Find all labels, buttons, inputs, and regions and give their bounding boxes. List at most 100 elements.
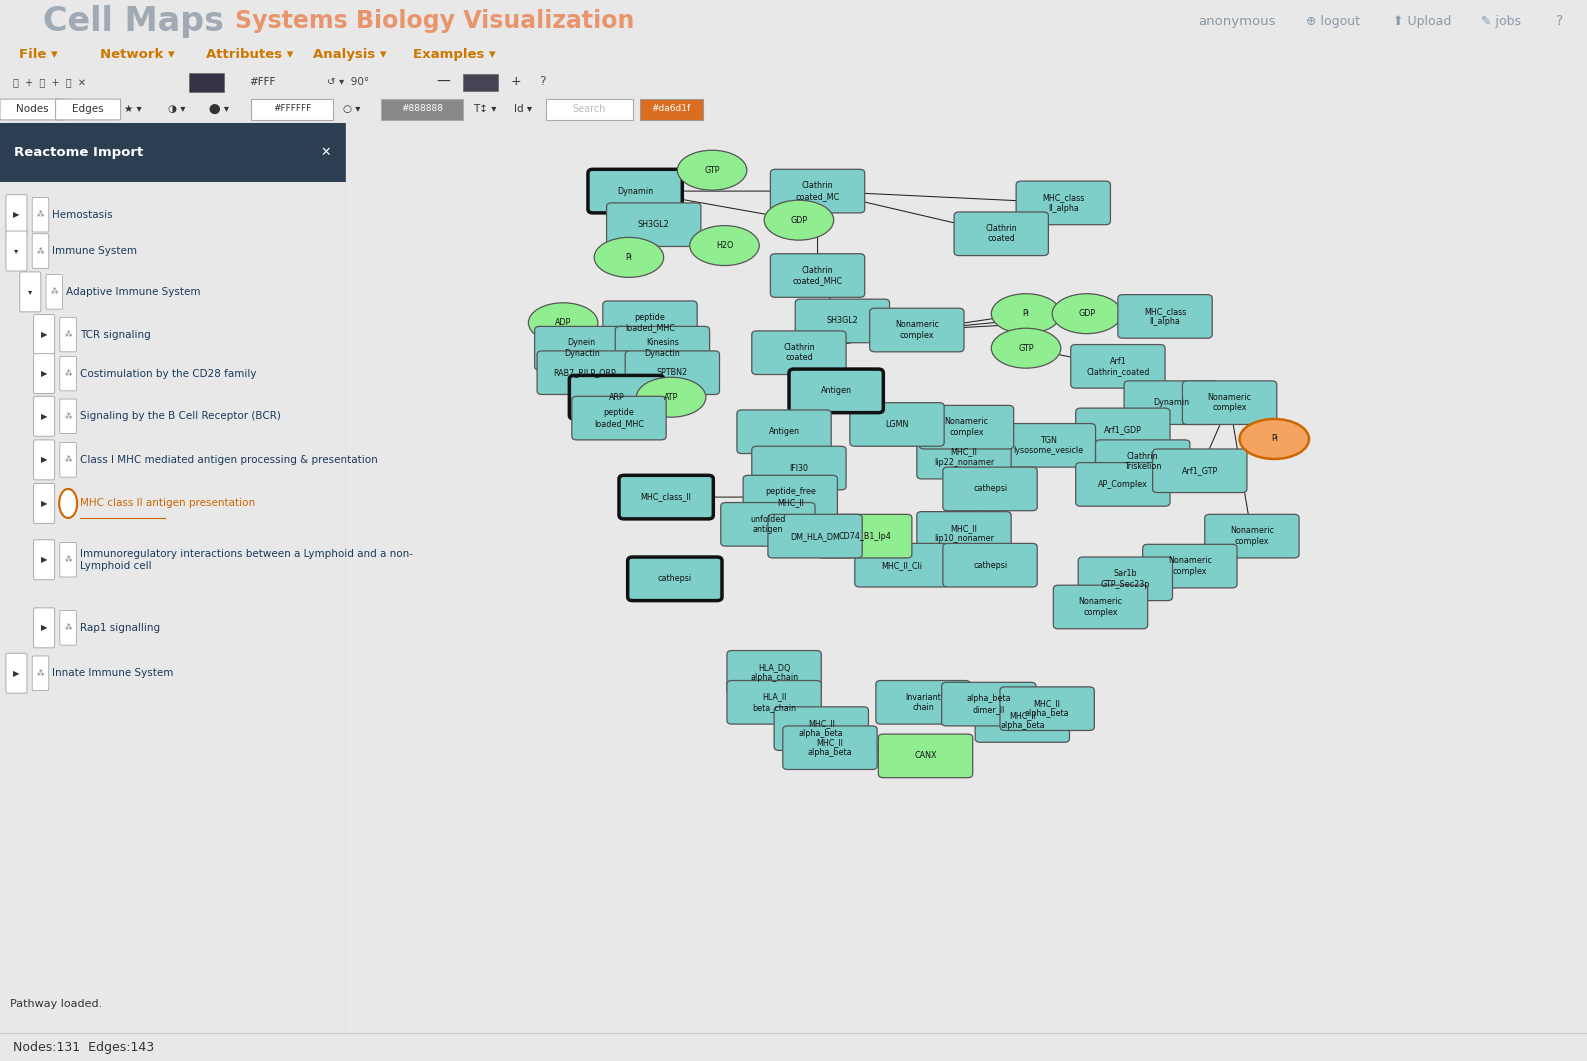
Text: Sar1b
GTP_Sec23p: Sar1b GTP_Sec23p	[1101, 569, 1151, 589]
Text: ADP: ADP	[555, 318, 571, 327]
FancyBboxPatch shape	[1124, 381, 1219, 424]
FancyBboxPatch shape	[720, 503, 816, 546]
Text: ▶: ▶	[13, 668, 19, 678]
FancyBboxPatch shape	[628, 557, 722, 601]
Text: GDP: GDP	[1078, 309, 1095, 318]
Text: Dynein
Dynactin: Dynein Dynactin	[563, 338, 600, 358]
Text: ▶: ▶	[41, 555, 48, 564]
Text: Systems Biology Visualization: Systems Biology Visualization	[235, 8, 635, 33]
Text: unfolded
antigen: unfolded antigen	[751, 515, 786, 534]
FancyBboxPatch shape	[1054, 586, 1147, 629]
Text: ⁂: ⁂	[65, 330, 71, 340]
FancyBboxPatch shape	[1117, 295, 1212, 338]
Text: Clathrin
Triskelion: Clathrin Triskelion	[1124, 452, 1162, 471]
Text: TGN
lysosome_vesicle: TGN lysosome_vesicle	[1014, 436, 1084, 455]
Text: Costimulation by the CD28 family: Costimulation by the CD28 family	[79, 368, 256, 379]
FancyBboxPatch shape	[587, 170, 682, 213]
Bar	[463, 74, 498, 90]
FancyBboxPatch shape	[33, 484, 54, 523]
Text: Arf1_GTP: Arf1_GTP	[1182, 466, 1217, 475]
Text: ⁂: ⁂	[51, 288, 59, 296]
Text: DM_HLA_DM: DM_HLA_DM	[790, 532, 840, 541]
Text: Pi: Pi	[1271, 435, 1278, 443]
Text: ▾: ▾	[14, 246, 19, 256]
Text: RAB7_RILP_ORP: RAB7_RILP_ORP	[552, 368, 616, 378]
FancyBboxPatch shape	[619, 475, 713, 519]
FancyBboxPatch shape	[782, 726, 878, 769]
Text: MHC_II
lip22_nonamer: MHC_II lip22_nonamer	[933, 448, 993, 467]
Text: Id ▾: Id ▾	[514, 104, 532, 114]
Text: ⁂: ⁂	[65, 624, 71, 632]
Text: peptide
loaded_MHC: peptide loaded_MHC	[594, 408, 644, 428]
Ellipse shape	[678, 151, 747, 190]
FancyBboxPatch shape	[1016, 181, 1111, 225]
FancyBboxPatch shape	[974, 699, 1070, 743]
FancyBboxPatch shape	[60, 399, 76, 434]
FancyBboxPatch shape	[60, 317, 76, 352]
FancyBboxPatch shape	[1071, 345, 1165, 388]
Text: MHC_II
alpha_beta: MHC_II alpha_beta	[808, 738, 852, 758]
Text: TCR signaling: TCR signaling	[79, 330, 151, 340]
Text: Arf1
Clathrin_coated: Arf1 Clathrin_coated	[1086, 356, 1149, 376]
Text: ✋  +  🖼  +  🔍  ✕: ✋ + 🖼 + 🔍 ✕	[13, 77, 86, 87]
FancyBboxPatch shape	[32, 656, 49, 691]
Text: Nonameric
complex: Nonameric complex	[1079, 597, 1122, 616]
Text: H2O: H2O	[716, 241, 733, 250]
FancyBboxPatch shape	[46, 275, 62, 309]
Ellipse shape	[992, 328, 1060, 368]
Text: Nodes: Nodes	[16, 104, 49, 114]
Text: Nonameric
complex: Nonameric complex	[944, 417, 989, 437]
Ellipse shape	[1052, 294, 1122, 333]
Text: anonymous: anonymous	[1198, 15, 1276, 28]
Text: ▶: ▶	[41, 455, 48, 465]
Text: ▶: ▶	[41, 624, 48, 632]
Text: Innate Immune System: Innate Immune System	[52, 668, 173, 678]
Text: Nonameric
complex: Nonameric complex	[1208, 393, 1252, 413]
FancyBboxPatch shape	[727, 680, 822, 724]
Text: Invariant
chain: Invariant chain	[905, 693, 941, 712]
Text: Signaling by the B Cell Receptor (BCR): Signaling by the B Cell Receptor (BCR)	[79, 412, 281, 421]
FancyBboxPatch shape	[849, 403, 944, 447]
FancyBboxPatch shape	[6, 654, 27, 693]
Text: Clathrin
coated: Clathrin coated	[986, 224, 1017, 243]
Text: ▶: ▶	[41, 369, 48, 378]
FancyBboxPatch shape	[917, 511, 1011, 555]
FancyBboxPatch shape	[33, 315, 54, 354]
FancyBboxPatch shape	[0, 99, 65, 120]
Text: ⁂: ⁂	[65, 555, 71, 564]
FancyBboxPatch shape	[33, 440, 54, 480]
FancyBboxPatch shape	[768, 515, 862, 558]
Text: Kinesins
Dynactin: Kinesins Dynactin	[644, 338, 681, 358]
FancyBboxPatch shape	[1182, 381, 1278, 424]
FancyBboxPatch shape	[752, 331, 846, 375]
FancyBboxPatch shape	[625, 351, 719, 395]
Text: ATP: ATP	[663, 393, 678, 402]
FancyBboxPatch shape	[535, 327, 628, 370]
Text: #da6d1f: #da6d1f	[652, 104, 690, 114]
Bar	[251, 100, 333, 120]
FancyBboxPatch shape	[33, 397, 54, 436]
Text: ▶: ▶	[13, 210, 19, 220]
Text: ✕: ✕	[321, 145, 330, 158]
FancyBboxPatch shape	[33, 353, 54, 394]
Text: Rap1 signalling: Rap1 signalling	[79, 623, 160, 632]
Text: ⁂: ⁂	[65, 412, 71, 421]
FancyBboxPatch shape	[876, 680, 970, 724]
Text: HLA_II
beta_chain: HLA_II beta_chain	[752, 693, 797, 712]
Bar	[0, 123, 346, 182]
Text: ▾: ▾	[29, 288, 32, 296]
Text: #FFFFFF: #FFFFFF	[273, 104, 311, 114]
FancyBboxPatch shape	[1001, 423, 1095, 467]
Text: Reactome Import: Reactome Import	[14, 145, 143, 158]
FancyBboxPatch shape	[736, 410, 832, 453]
FancyBboxPatch shape	[817, 515, 913, 558]
Bar	[546, 100, 633, 120]
FancyBboxPatch shape	[603, 301, 697, 345]
Text: ⬤ ▾: ⬤ ▾	[209, 104, 230, 115]
FancyBboxPatch shape	[917, 435, 1011, 479]
FancyBboxPatch shape	[941, 682, 1036, 726]
Text: Examples ▾: Examples ▾	[413, 49, 495, 62]
Text: IFI30: IFI30	[789, 464, 808, 472]
Text: ○ ▾: ○ ▾	[343, 104, 360, 114]
Text: ▶: ▶	[41, 330, 48, 340]
